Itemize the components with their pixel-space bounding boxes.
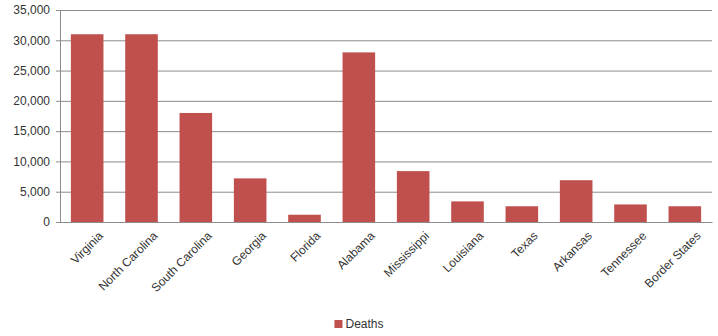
grid-line: [60, 10, 712, 11]
y-tick-mark: [56, 222, 60, 223]
grid-line: [60, 71, 712, 72]
x-tick: Alabama: [334, 222, 378, 272]
y-tick-label: 15,000: [13, 124, 50, 138]
bar: [288, 215, 321, 222]
x-tick: Arkansas: [550, 222, 595, 274]
x-tick: South Carolina: [149, 222, 215, 295]
x-tick-label: Border States: [642, 229, 704, 291]
y-tick-mark: [56, 131, 60, 132]
x-axis-line: [61, 222, 713, 223]
y-tick: 5,000: [20, 185, 60, 199]
y-tick-label: 0: [43, 215, 50, 229]
y-axis-line: [56, 11, 61, 223]
bar: [614, 204, 647, 222]
x-tick-label: Texas: [509, 229, 541, 261]
grid-line: [60, 40, 712, 41]
y-tick-label: 25,000: [13, 64, 50, 78]
y-tick-mark: [56, 40, 60, 41]
grid-line: [60, 192, 712, 193]
grid-line: [60, 222, 712, 223]
x-tick: Texas: [509, 222, 541, 261]
bar: [669, 206, 702, 222]
y-tick: 10,000: [13, 155, 60, 169]
legend-item: Deaths: [334, 317, 383, 331]
bar: [560, 180, 593, 222]
bar: [71, 34, 104, 222]
grid-line: [60, 101, 712, 102]
x-tick-label: Florida: [287, 229, 323, 265]
y-tick-label: 20,000: [13, 94, 50, 108]
plot: 0 5,000 10,000 15,000 20,000 25,000 30,000 35,0…: [13, 3, 712, 295]
y-tick-label: 5,000: [20, 185, 50, 199]
bar: [451, 201, 484, 222]
x-tick: Florida: [287, 222, 323, 265]
x-tick: Virginia: [68, 222, 106, 267]
x-tick-label: Tennessee: [598, 229, 649, 280]
x-axis: VirginiaNorth CarolinaSouth CarolinaGeor…: [61, 222, 713, 295]
y-tick-mark: [56, 101, 60, 102]
x-tick-label: Arkansas: [550, 229, 595, 274]
marks: [71, 34, 701, 222]
y-tick-label: 35,000: [13, 3, 50, 17]
legend-swatch: [334, 320, 342, 328]
x-tick-label: South Carolina: [149, 229, 215, 295]
bar: [397, 171, 430, 222]
y-tick-label: 30,000: [13, 34, 50, 48]
x-tick-label: Alabama: [334, 229, 378, 273]
x-tick: Tennessee: [598, 222, 649, 280]
bar: [125, 34, 158, 222]
x-tick-label: Louisiana: [440, 229, 486, 275]
y-tick-mark: [56, 10, 60, 11]
grid-line: [60, 161, 712, 162]
y-tick: 30,000: [13, 34, 60, 48]
legend: Deaths: [334, 317, 383, 331]
bar: [180, 113, 213, 222]
x-tick-label: Mississippi: [381, 229, 432, 280]
y-axis: 0 5,000 10,000 15,000 20,000 25,000 30,000 35,0…: [13, 3, 60, 229]
grid-line: [60, 131, 712, 132]
y-tick-mark: [56, 161, 60, 162]
bar: [343, 52, 376, 222]
y-tick: 25,000: [13, 64, 60, 78]
x-tick: Border States: [642, 222, 704, 291]
x-tick: Georgia: [229, 222, 269, 269]
chart: 0 5,000 10,000 15,000 20,000 25,000 30,000 35,0…: [0, 0, 718, 336]
bar: [506, 206, 539, 222]
grid: [60, 11, 712, 223]
y-tick: 15,000: [13, 124, 60, 138]
legend-label: Deaths: [345, 317, 383, 331]
y-tick: 35,000: [13, 3, 60, 17]
y-tick: 0: [43, 215, 60, 229]
y-tick-mark: [56, 192, 60, 193]
x-tick-label: Georgia: [229, 229, 269, 269]
y-tick-label: 10,000: [13, 155, 50, 169]
y-tick: 20,000: [13, 94, 60, 108]
x-tick: Mississippi: [381, 222, 432, 280]
y-tick-mark: [56, 71, 60, 72]
bar: [234, 178, 267, 222]
x-tick: Louisiana: [440, 222, 486, 275]
x-tick-label: Virginia: [68, 229, 106, 267]
